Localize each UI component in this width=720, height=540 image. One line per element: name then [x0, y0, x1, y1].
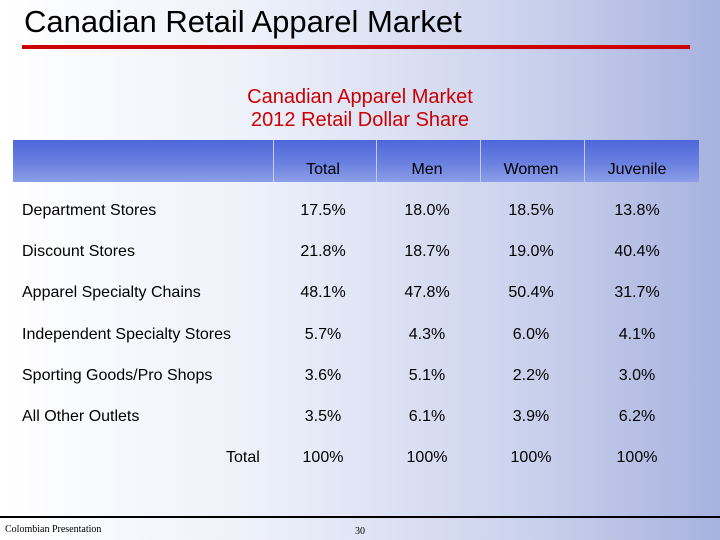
cell-sporting-total: 3.6% [304, 367, 342, 384]
row-label-independent-specialty-stores: Independent Specialty Stores [22, 326, 232, 343]
cell-independent-men: 4.3% [408, 326, 446, 343]
cell-sporting-women: 2.2% [512, 367, 550, 384]
row-label-discount-stores: Discount Stores [22, 243, 135, 260]
footer-presentation-name: Colombian Presentation [5, 524, 102, 535]
title-underline [22, 45, 690, 49]
table-title: Canadian Apparel Market 2012 Retail Doll… [160, 86, 560, 132]
cell-apparel-total: 48.1% [300, 284, 346, 301]
row-label-all-other-outlets: All Other Outlets [22, 408, 140, 425]
row-label-sporting-goods: Sporting Goods/Pro Shops [22, 367, 213, 384]
cell-apparel-juvenile: 31.7% [614, 284, 660, 301]
row-label-department-stores: Department Stores [22, 202, 157, 219]
cell-apparel-women: 50.4% [508, 284, 554, 301]
cell-discount-women: 19.0% [508, 243, 554, 260]
header-separator [376, 140, 377, 182]
cell-other-juvenile: 6.2% [618, 408, 656, 425]
total-row-label: Total [226, 449, 260, 466]
cell-other-men: 6.1% [408, 408, 446, 425]
cell-other-total: 3.5% [304, 408, 342, 425]
cell-independent-women: 6.0% [512, 326, 550, 343]
cell-sporting-men: 5.1% [408, 367, 446, 384]
cell-department-women: 18.5% [508, 202, 554, 219]
table-title-line1: Canadian Apparel Market [247, 86, 473, 108]
column-header-women: Women [503, 161, 559, 178]
cell-total-juvenile: 100% [616, 449, 658, 466]
cell-discount-total: 21.8% [300, 243, 346, 260]
row-label-apparel-specialty-chains: Apparel Specialty Chains [22, 284, 201, 301]
slide-title: Canadian Retail Apparel Market [24, 4, 462, 39]
header-separator [584, 140, 585, 182]
cell-department-total: 17.5% [300, 202, 346, 219]
header-separator [480, 140, 481, 182]
cell-department-juvenile: 13.8% [614, 202, 660, 219]
cell-discount-juvenile: 40.4% [614, 243, 660, 260]
column-header-men: Men [411, 161, 443, 178]
table-title-line2: 2012 Retail Dollar Share [251, 109, 469, 131]
cell-total-men: 100% [406, 449, 448, 466]
column-header-juvenile: Juvenile [607, 161, 667, 178]
cell-other-women: 3.9% [512, 408, 550, 425]
cell-apparel-men: 47.8% [404, 284, 450, 301]
footer-rule [0, 516, 720, 518]
page-number: 30 [355, 526, 365, 537]
cell-department-men: 18.0% [404, 202, 450, 219]
cell-total-total: 100% [302, 449, 344, 466]
cell-total-women: 100% [510, 449, 552, 466]
cell-independent-total: 5.7% [304, 326, 342, 343]
cell-independent-juvenile: 4.1% [618, 326, 656, 343]
header-separator [273, 140, 274, 182]
cell-sporting-juvenile: 3.0% [618, 367, 656, 384]
cell-discount-men: 18.7% [404, 243, 450, 260]
column-header-total: Total [306, 161, 340, 178]
